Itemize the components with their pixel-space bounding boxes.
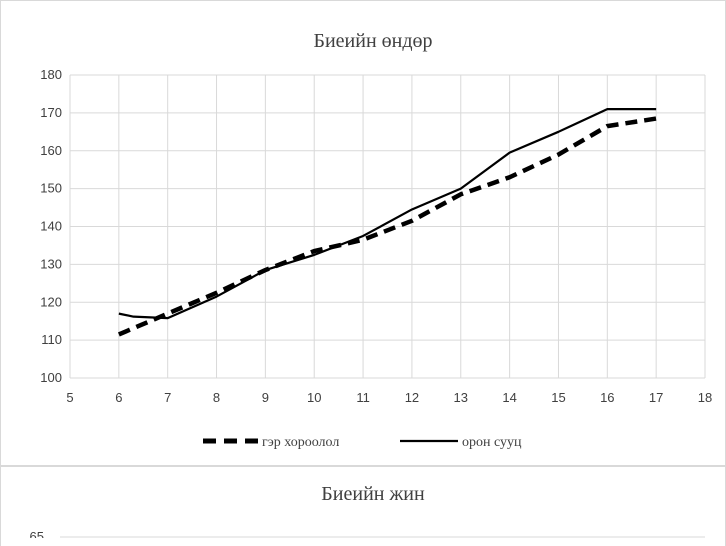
x-tick-label: 8	[213, 390, 220, 405]
x-tick-label: 15	[551, 390, 565, 405]
x-tick-label: 14	[502, 390, 516, 405]
legend-label-ger-district: гэр хороолол	[262, 435, 339, 450]
height-chart-title: Биеийн өндөр	[313, 30, 432, 52]
weight-chart-y-ticks: 65	[30, 529, 705, 538]
legend-label-apartment: орон сууц	[462, 435, 522, 450]
y-tick-label: 130	[40, 256, 62, 271]
height-chart-series	[117, 107, 657, 337]
x-tick-label: 7	[164, 390, 171, 405]
x-tick-label: 13	[454, 390, 468, 405]
weight-chart-title: Биеийн жин	[321, 483, 425, 505]
y-tick-label: 120	[40, 294, 62, 309]
x-tick-label: 5	[66, 390, 73, 405]
x-tick-label: 11	[356, 390, 370, 405]
x-tick-label: 12	[405, 390, 419, 405]
y-tick-label: 110	[41, 332, 62, 347]
height-chart-legend: гэр хороолол орон сууц	[203, 435, 522, 450]
weight-chart-panel	[0, 466, 726, 546]
y-tick-label: 180	[40, 67, 62, 82]
height-chart-y-ticks: 100 110 120 130 140 150 160 170 180	[40, 67, 62, 385]
x-tick-label: 10	[307, 390, 321, 405]
series-line-ger-district	[117, 116, 657, 337]
height-chart-x-ticks: 5 6 7 8 9 10 11 12 13 14 15 16 17 18	[66, 390, 712, 405]
series-line-apartment	[118, 107, 657, 320]
y-tick-label: 140	[40, 219, 62, 234]
y-tick-label: 100	[40, 370, 62, 385]
x-tick-label: 18	[698, 390, 712, 405]
y-tick-label: 65	[30, 529, 44, 538]
x-tick-label: 6	[115, 390, 122, 405]
y-tick-label: 150	[40, 181, 62, 196]
height-chart-grid	[69, 74, 706, 379]
x-tick-label: 16	[600, 390, 614, 405]
y-tick-label: 170	[40, 105, 62, 120]
y-tick-label: 160	[40, 143, 62, 158]
x-tick-label: 9	[262, 390, 269, 405]
x-tick-label: 17	[649, 390, 663, 405]
